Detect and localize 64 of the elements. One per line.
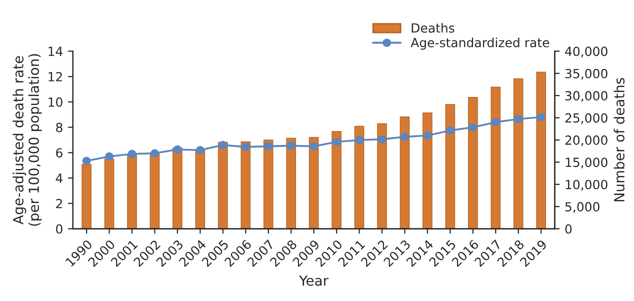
- bar: [354, 126, 364, 229]
- point: [332, 138, 341, 146]
- y2-tick-label: 10,000: [566, 180, 608, 191]
- point: [150, 149, 159, 158]
- point: [536, 112, 546, 122]
- y2-tick-label: 25,000: [565, 113, 608, 124]
- point: [264, 142, 273, 150]
- bar: [240, 141, 251, 229]
- point: [310, 142, 318, 150]
- point: [400, 132, 409, 141]
- point: [468, 123, 478, 132]
- y-axis-title: Age-adjusted death rate (per 100,000 population): [12, 54, 42, 226]
- bar: [218, 142, 228, 229]
- point: [378, 135, 386, 144]
- bar: [445, 104, 456, 229]
- y-tick-label: 12: [48, 72, 62, 82]
- y2-tick-label: 40,000: [565, 46, 608, 58]
- point: [286, 142, 296, 150]
- y2-axis-title: Number of deaths: [614, 78, 625, 202]
- bar: [513, 78, 524, 229]
- point: [514, 114, 523, 124]
- y-tick-label: 2: [56, 198, 62, 208]
- bar: [104, 158, 114, 229]
- y-tick-label: 6: [56, 148, 62, 158]
- point: [218, 140, 228, 150]
- bar: [536, 72, 546, 229]
- y-tick-label: 0: [56, 224, 62, 234]
- point: [82, 156, 91, 166]
- bar: [82, 164, 92, 229]
- y-tick-label: 8: [56, 122, 62, 132]
- bar: [422, 112, 432, 229]
- bar: [308, 136, 319, 229]
- y2-tick-label: 0: [565, 224, 572, 234]
- point: [446, 126, 454, 135]
- bar: [195, 150, 206, 229]
- point: [355, 136, 364, 144]
- y2-tick-label: 5,000: [565, 202, 600, 213]
- point: [241, 142, 250, 152]
- y-tick-label: 10: [48, 97, 62, 107]
- bar: [490, 86, 501, 229]
- bar: [468, 96, 478, 229]
- bar: [332, 131, 342, 229]
- point: [423, 131, 432, 140]
- y2-tick-label: 35,000: [565, 68, 608, 80]
- bar: [400, 116, 410, 229]
- y-tick-label: 4: [56, 174, 62, 183]
- point: [128, 150, 136, 158]
- point: [173, 145, 182, 154]
- legend-label: Age-standardized rate: [410, 38, 550, 50]
- point: [491, 118, 500, 126]
- bar: [172, 148, 182, 229]
- y2-tick-label: 30,000: [565, 91, 608, 102]
- y-tick-label: 14: [48, 46, 62, 56]
- y2-tick-label: 15,000: [566, 158, 608, 168]
- point: [105, 152, 114, 161]
- bar: [263, 140, 274, 229]
- x-axis-title: Year: [299, 276, 329, 286]
- point: [196, 146, 204, 154]
- bar: [377, 123, 387, 229]
- legend-label: Deaths: [412, 23, 454, 33]
- bar: [127, 154, 137, 229]
- bar: [286, 138, 296, 229]
- bar: [150, 152, 160, 229]
- y2-tick-label: 20,000: [565, 135, 608, 146]
